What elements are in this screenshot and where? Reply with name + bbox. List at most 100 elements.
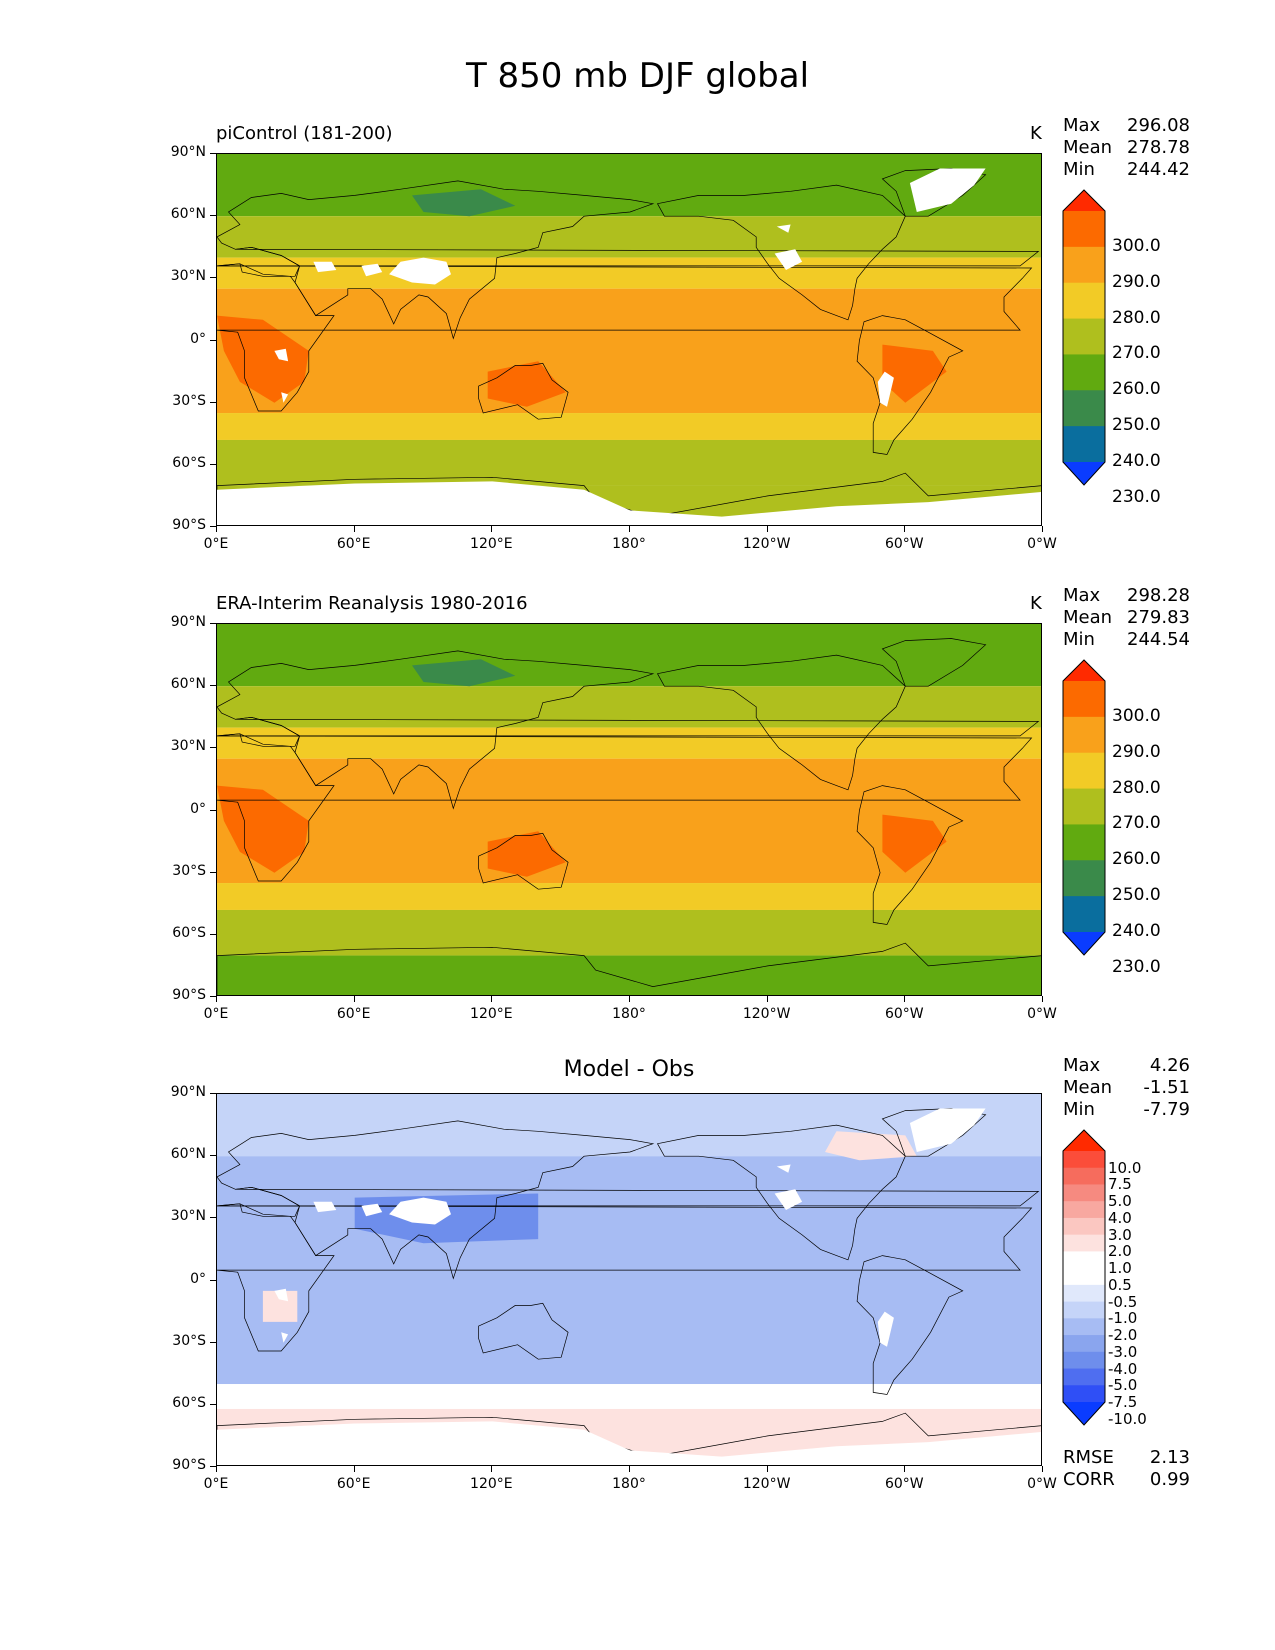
- colorbar-segment: [1063, 896, 1105, 933]
- colorbar-tick-label: 5.0: [1108, 1192, 1132, 1211]
- lon-tick-label: 120°E: [470, 536, 513, 552]
- colorbar-segment: [1063, 390, 1105, 427]
- warm-region: [487, 831, 566, 877]
- warm-anomaly: [825, 1131, 917, 1161]
- missing-data-mask: [909, 1108, 986, 1152]
- colorbar-tick-label: 240.0: [1112, 451, 1161, 471]
- cold-region: [412, 659, 516, 687]
- colorbar-tick-label: -2.0: [1108, 1326, 1138, 1345]
- colorbar-segment: [1063, 716, 1105, 754]
- colorbar-segment: [1063, 1217, 1105, 1236]
- missing-data-mask: [217, 481, 1041, 525]
- lon-tick-mark: [353, 996, 355, 1002]
- missing-data-mask: [281, 1332, 289, 1343]
- lat-tick-label: 0°: [190, 1270, 206, 1287]
- lat-tick-label: 60°N: [170, 676, 206, 693]
- lon-tick-label: 60°W: [884, 536, 924, 552]
- stat-label: Mean: [1063, 1077, 1113, 1098]
- colorbar-segment: [1063, 1318, 1105, 1336]
- lon-tick-label: 0°E: [203, 536, 229, 552]
- colorbar-tick-label: 260.0: [1112, 849, 1161, 870]
- lon-tick-label: 120°W: [742, 536, 791, 552]
- lon-tick-mark: [629, 526, 630, 532]
- colorbar-segment: [1063, 1234, 1105, 1252]
- stats-box: Max 298.28 Mean 279.83 Min 244.54: [1063, 585, 1190, 651]
- colorbar-tick-label: -7.5: [1108, 1393, 1138, 1411]
- missing-data-mask: [313, 1201, 337, 1213]
- coastline: [856, 315, 964, 455]
- lon-tick-mark: [353, 526, 355, 532]
- lon-tick-label: 120°E: [470, 1476, 513, 1492]
- coastline: [217, 1120, 655, 1280]
- zonal-band: [217, 909, 1041, 956]
- lon-tick-mark: [491, 526, 493, 532]
- missing-data-mask: [909, 168, 986, 212]
- colorbar-tick-label: 4.0: [1108, 1208, 1132, 1227]
- lat-tick-mark: [210, 996, 216, 997]
- lat-tick-label: 60°N: [170, 1146, 206, 1163]
- colorbar-tick-label: 250.0: [1112, 885, 1161, 906]
- lat-tick-label: 30°N: [170, 738, 206, 755]
- colorbar-tick-label: 300.0: [1112, 705, 1161, 726]
- colorbar-segment: [1063, 1385, 1105, 1403]
- lon-tick-mark: [904, 526, 906, 532]
- lon-tick-label: 60°E: [336, 536, 371, 552]
- lon-tick-mark: [1042, 996, 1043, 1002]
- lon-tick-label: 60°E: [336, 1476, 371, 1492]
- zonal-band: [217, 624, 1041, 687]
- lon-tick-mark: [904, 996, 906, 1002]
- lat-tick-label: 90°S: [172, 1457, 206, 1473]
- stat-value: -1.51: [1143, 1077, 1190, 1098]
- missing-data-mask: [774, 249, 803, 270]
- colorbar-segment: [1063, 282, 1105, 320]
- figure-title: T 850 mb DJF global: [465, 56, 810, 96]
- colorbar-segment: [1063, 1167, 1105, 1185]
- colorbar-tick-label: -10.0: [1108, 1409, 1147, 1428]
- stat-label: Max: [1063, 1055, 1101, 1076]
- coastline: [217, 733, 1033, 882]
- colorbar-extend-min: [1063, 462, 1105, 485]
- colorbar-tick-label: 3.0: [1108, 1225, 1132, 1244]
- colorbar-tick-label: 230.0: [1112, 486, 1161, 507]
- lat-tick-label: 90°N: [170, 144, 206, 160]
- colorbar-outline: [1062, 189, 1106, 486]
- warm-anomaly: [262, 1290, 298, 1322]
- coastline: [478, 362, 569, 420]
- map-svg: [217, 624, 1041, 995]
- lat-tick-label: 90°N: [170, 614, 206, 630]
- lon-tick-label: 120°W: [742, 1476, 791, 1492]
- colorbar-segment: [1063, 1301, 1105, 1319]
- coastline: [217, 1412, 1041, 1465]
- lon-tick-mark: [904, 1466, 906, 1472]
- missing-data-mask: [281, 392, 289, 403]
- colorbar-tick-label: 300.0: [1112, 235, 1161, 256]
- units-label: K: [1030, 123, 1042, 144]
- colorbar-segment: [1063, 788, 1105, 825]
- zonal-band: [217, 154, 1041, 217]
- colorbar-tick-label: 280.0: [1112, 777, 1161, 798]
- lon-tick-mark: [491, 996, 493, 1002]
- coastline: [217, 472, 1041, 525]
- missing-data-mask: [361, 263, 383, 277]
- map-svg: [217, 1094, 1041, 1465]
- coastline: [217, 263, 1033, 412]
- panel-model-minus-obs: Model - Obs Max 4.26 Mean -1.51 Min -7.79 9…: [0, 1055, 1275, 1533]
- lon-tick-mark: [353, 1466, 355, 1472]
- lat-tick-label: 60°N: [170, 206, 206, 223]
- cold-region: [412, 189, 516, 217]
- lon-tick-label: 0°W: [1027, 536, 1057, 552]
- stat-label: Min: [1063, 629, 1095, 650]
- stat-value: 244.54: [1127, 629, 1190, 650]
- colorbar-tick-label: 7.5: [1108, 1175, 1132, 1194]
- panel-picontrol: piControl (181-200) K Max 296.08 Mean 278.…: [0, 115, 1275, 593]
- stat-value: -7.79: [1143, 1099, 1190, 1120]
- colorbar-segment: [1063, 681, 1105, 718]
- colorbar-segment: [1063, 1184, 1105, 1202]
- coastline: [217, 1203, 1033, 1352]
- lat-tick-mark: [210, 623, 216, 624]
- lon-tick-label: 180°: [612, 1476, 646, 1492]
- stat-value: 278.78: [1127, 137, 1190, 158]
- lat-tick-mark: [210, 215, 216, 217]
- warm-region: [882, 814, 947, 873]
- zonal-band: [217, 439, 1041, 486]
